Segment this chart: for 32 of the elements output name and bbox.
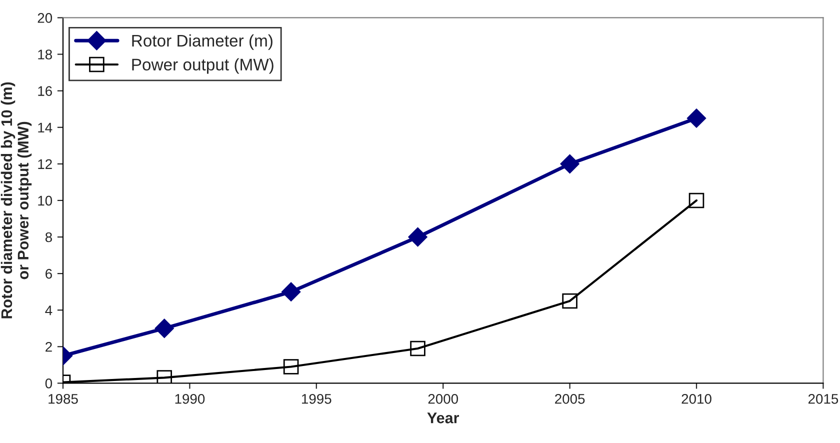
- point: [562, 293, 578, 309]
- point: [154, 318, 174, 338]
- x-tick-label: 1995: [302, 394, 332, 404]
- point: [410, 340, 426, 356]
- x-tick-label: 1990: [175, 394, 205, 404]
- x-tick-label: 2005: [555, 394, 585, 404]
- y-axis-title: Rotor diameter divided by 10 (m) or Power output (MW): [0, 82, 32, 318]
- point: [686, 108, 706, 128]
- y-tick-label: 8: [45, 232, 52, 242]
- y-tick-label: 0: [45, 378, 52, 388]
- y-tick-label: 6: [46, 268, 52, 279]
- point: [282, 282, 301, 302]
- x-tick-label: 2015: [808, 394, 838, 404]
- point: [156, 370, 172, 384]
- legend-label: Rotor Diameter (m): [132, 34, 272, 50]
- y-tick-label: 14: [38, 122, 52, 132]
- point: [283, 359, 299, 374]
- legend-label: Power output (MW): [132, 58, 274, 74]
- x-axis-title: Year: [427, 412, 460, 424]
- y-tick-label: 4: [45, 306, 52, 316]
- x-tick-label: 2010: [682, 394, 712, 404]
- y-tick-label: 20: [38, 13, 52, 23]
- point: [560, 154, 580, 174]
- point: [688, 192, 704, 208]
- y-tick-label: 16: [38, 86, 52, 96]
- y-tick-label: 12: [38, 159, 52, 169]
- x-tick-label: 2000: [428, 394, 458, 404]
- y-tick-label: 18: [38, 50, 52, 60]
- y-tick-label: 2: [46, 342, 52, 352]
- point: [408, 227, 428, 247]
- x-tick-label: 1985: [48, 394, 78, 404]
- y-tick-label: 10: [38, 196, 52, 206]
